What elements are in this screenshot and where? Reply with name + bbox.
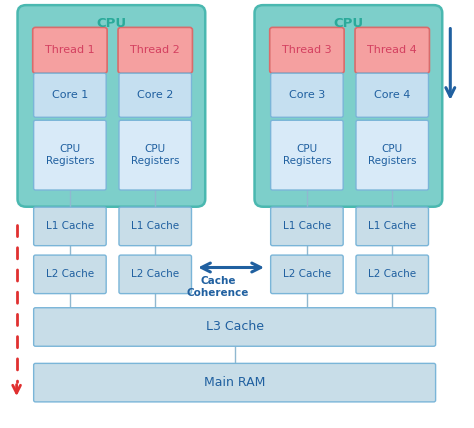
Text: Core 1: Core 1 (52, 90, 88, 100)
FancyBboxPatch shape (356, 120, 428, 190)
Text: L1 Cache: L1 Cache (131, 221, 179, 232)
FancyBboxPatch shape (271, 207, 343, 246)
Text: L2 Cache: L2 Cache (46, 269, 94, 279)
Text: L1 Cache: L1 Cache (46, 221, 94, 232)
FancyBboxPatch shape (119, 120, 191, 190)
FancyBboxPatch shape (271, 73, 343, 117)
Text: CPU: CPU (96, 17, 127, 30)
FancyBboxPatch shape (356, 207, 428, 246)
Text: Thread 4: Thread 4 (367, 45, 417, 55)
FancyBboxPatch shape (34, 120, 106, 190)
FancyBboxPatch shape (34, 207, 106, 246)
Text: CPU: CPU (333, 17, 364, 30)
FancyBboxPatch shape (34, 73, 106, 117)
Text: Core 3: Core 3 (289, 90, 325, 100)
Text: Main RAM: Main RAM (204, 376, 265, 389)
FancyBboxPatch shape (119, 73, 191, 117)
FancyBboxPatch shape (119, 207, 191, 246)
Text: Core 4: Core 4 (374, 90, 410, 100)
FancyBboxPatch shape (356, 73, 428, 117)
Text: Thread 1: Thread 1 (45, 45, 95, 55)
Text: Thread 2: Thread 2 (130, 45, 180, 55)
Text: L2 Cache: L2 Cache (368, 269, 416, 279)
Text: CPU
Registers: CPU Registers (368, 144, 417, 166)
FancyBboxPatch shape (34, 308, 436, 346)
FancyBboxPatch shape (271, 255, 343, 294)
FancyBboxPatch shape (255, 5, 442, 207)
FancyBboxPatch shape (33, 27, 107, 73)
FancyBboxPatch shape (356, 255, 428, 294)
Text: Cache
Coherence: Cache Coherence (187, 276, 249, 297)
FancyBboxPatch shape (34, 255, 106, 294)
Text: L1 Cache: L1 Cache (283, 221, 331, 232)
Text: CPU
Registers: CPU Registers (46, 144, 94, 166)
FancyBboxPatch shape (18, 5, 205, 207)
Text: L2 Cache: L2 Cache (283, 269, 331, 279)
Text: L3 Cache: L3 Cache (206, 321, 264, 333)
FancyBboxPatch shape (118, 27, 192, 73)
Text: L1 Cache: L1 Cache (368, 221, 416, 232)
FancyBboxPatch shape (34, 363, 436, 402)
Text: Core 2: Core 2 (137, 90, 173, 100)
FancyBboxPatch shape (355, 27, 429, 73)
Text: L2 Cache: L2 Cache (131, 269, 179, 279)
Text: Thread 3: Thread 3 (282, 45, 332, 55)
FancyBboxPatch shape (271, 120, 343, 190)
Text: CPU
Registers: CPU Registers (131, 144, 180, 166)
Text: CPU
Registers: CPU Registers (283, 144, 331, 166)
FancyBboxPatch shape (119, 255, 191, 294)
FancyBboxPatch shape (270, 27, 344, 73)
